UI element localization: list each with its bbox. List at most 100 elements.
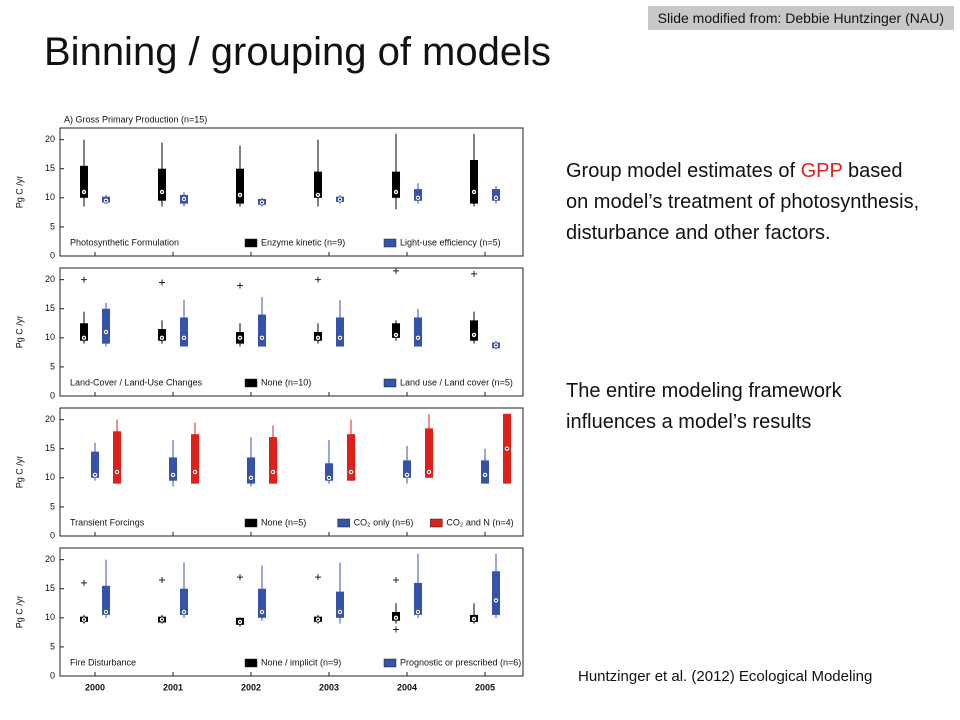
outlier <box>159 577 165 583</box>
x-tick-label: 2001 <box>163 682 183 692</box>
legend-swatch <box>244 238 258 248</box>
box <box>392 171 400 198</box>
median-dot <box>183 611 185 613</box>
slide-title: Binning / grouping of models <box>44 30 551 74</box>
median-dot <box>261 201 263 204</box>
outlier <box>81 579 87 586</box>
box <box>258 588 266 618</box>
median-dot <box>261 611 263 613</box>
y-tick-label: 20 <box>45 554 55 564</box>
outlier <box>315 276 321 283</box>
median-dot <box>83 191 85 193</box>
box <box>258 314 266 347</box>
panel-frame <box>59 267 524 397</box>
y-axis-label: Pg C /yr <box>14 456 24 489</box>
median-dot <box>506 447 508 450</box>
box <box>180 588 188 615</box>
box <box>403 460 411 478</box>
box <box>314 171 322 198</box>
legend-label: None (n=10) <box>261 377 311 387</box>
box <box>414 317 422 347</box>
box <box>269 437 277 484</box>
median-dot <box>473 618 475 620</box>
y-tick-label: 0 <box>50 670 55 680</box>
median-dot <box>350 471 352 473</box>
y-tick-label: 20 <box>45 134 55 144</box>
y-tick-label: 10 <box>45 472 55 482</box>
panel-title: A) Gross Primary Production (n=15) <box>64 114 207 124</box>
x-tick-label: 2002 <box>241 682 261 692</box>
median-dot <box>161 618 163 621</box>
y-tick-label: 20 <box>45 414 55 424</box>
box <box>180 317 188 347</box>
paragraph: Group model estimates of GPP based on mo… <box>566 156 926 249</box>
outlier <box>237 574 243 581</box>
box <box>470 160 478 204</box>
median-dot <box>484 474 486 476</box>
outlier <box>471 270 477 277</box>
legend-label: CO₂ and N (n=4) <box>446 517 513 527</box>
legend-label: CO₂ only (n=6) <box>354 517 414 527</box>
box <box>102 308 110 344</box>
y-tick-label: 5 <box>50 361 55 371</box>
y-axis-label: Pg C /yr <box>14 176 24 209</box>
y-tick-label: 0 <box>50 250 55 260</box>
median-dot <box>417 611 419 613</box>
median-dot <box>428 471 430 473</box>
y-axis-label: Pg C /yr <box>14 596 24 629</box>
y-tick-label: 15 <box>45 303 55 313</box>
y-tick-label: 5 <box>50 501 55 511</box>
median-dot <box>183 336 185 339</box>
y-tick-label: 20 <box>45 274 55 284</box>
panel-frame <box>59 547 524 677</box>
box <box>336 317 344 347</box>
y-tick-label: 5 <box>50 221 55 231</box>
median-dot <box>83 336 85 339</box>
median-dot <box>417 336 419 339</box>
outlier <box>159 279 165 286</box>
box <box>102 585 110 615</box>
median-dot <box>250 476 252 479</box>
y-tick-label: 0 <box>50 530 55 540</box>
median-dot <box>495 196 497 199</box>
y-axis-label: Pg C /yr <box>14 316 24 349</box>
box <box>325 463 333 481</box>
median-dot <box>83 618 85 621</box>
legend-label: Enzyme kinetic (n=9) <box>261 237 345 247</box>
highlight: GPP <box>800 160 843 182</box>
box <box>247 457 255 484</box>
median-dot <box>161 191 163 193</box>
x-tick-label: 2000 <box>85 682 105 692</box>
panel-frame <box>59 407 524 537</box>
outlier <box>81 276 87 283</box>
y-tick-label: 0 <box>50 390 55 400</box>
median-dot <box>261 336 263 339</box>
box <box>191 434 199 484</box>
y-tick-label: 10 <box>45 612 55 622</box>
median-dot <box>473 334 475 336</box>
median-dot <box>239 194 241 196</box>
median-dot <box>239 620 241 623</box>
legend-label: None / implicit (n=9) <box>261 657 341 667</box>
median-dot <box>317 618 319 621</box>
median-dot <box>495 599 497 602</box>
legend-label: Land use / Land cover (n=5) <box>400 377 513 387</box>
box <box>392 323 400 338</box>
y-tick-label: 15 <box>45 583 55 593</box>
median-dot <box>272 471 274 473</box>
box <box>336 591 344 618</box>
legend-label: None (n=5) <box>261 517 306 527</box>
paragraph: The entire modeling framework influences… <box>566 380 842 433</box>
panel-label: Fire Disturbance <box>70 657 136 667</box>
median-dot <box>116 471 118 473</box>
legend-label: Light-use efficiency (n=5) <box>400 237 501 247</box>
median-dot <box>183 198 185 200</box>
outlier <box>237 282 243 289</box>
median-dot <box>339 198 341 201</box>
legend-swatch <box>383 658 397 668</box>
panel-frame <box>59 127 524 257</box>
outlier <box>393 267 399 274</box>
box <box>91 451 99 478</box>
median-dot <box>406 474 408 476</box>
